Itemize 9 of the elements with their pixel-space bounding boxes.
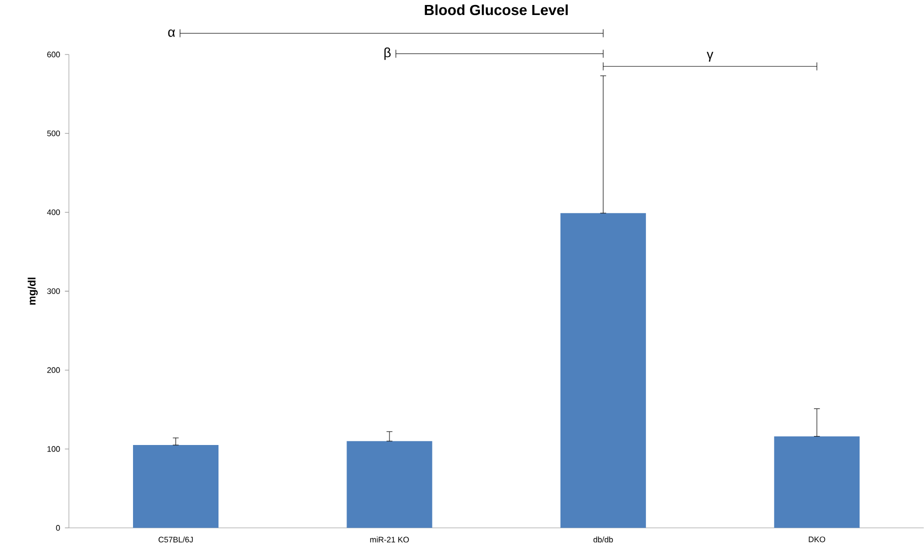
annotation: γ xyxy=(706,52,714,62)
chart-title: Blood Glucose Level xyxy=(424,4,568,16)
annotation: β xyxy=(384,48,391,60)
text: α xyxy=(168,30,175,37)
bar xyxy=(774,436,860,528)
bar xyxy=(133,445,218,528)
bar xyxy=(346,441,432,528)
bar xyxy=(560,213,646,528)
y-axis-title: mg/dl xyxy=(28,278,38,305)
